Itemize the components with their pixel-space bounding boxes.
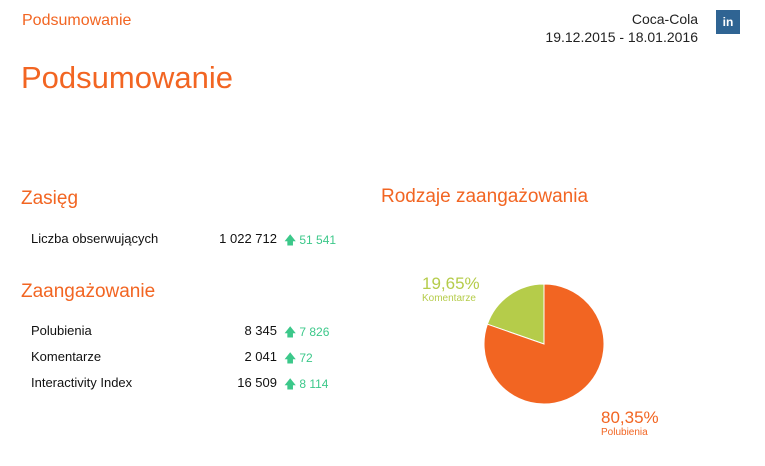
engagement-row-interactivity: Interactivity Index 16 509 🡅 8 114	[31, 375, 351, 393]
row-value: 16 509	[237, 375, 277, 390]
pie-category-label: Komentarze	[422, 293, 476, 304]
row-delta: 🡅 51 541	[284, 231, 336, 252]
delta-value: 51 541	[299, 233, 337, 247]
row-delta: 🡅 7 826	[284, 323, 329, 344]
arrow-up-icon: 🡅	[284, 325, 297, 339]
row-delta: 🡅 72	[284, 349, 313, 370]
date-range: 19.12.2015 - 18.01.2016	[545, 29, 698, 45]
row-label: Polubienia	[31, 323, 92, 338]
engagement-row-likes: Polubienia 8 345 🡅 7 826	[31, 323, 351, 341]
brand-name: Coca-Cola	[631, 11, 698, 27]
row-label: Interactivity Index	[31, 375, 133, 390]
pie-category-label: Polubienia	[601, 427, 648, 438]
linkedin-icon[interactable]: in	[716, 10, 740, 34]
row-label: Komentarze	[31, 349, 102, 364]
row-value: 1 022 712	[219, 231, 277, 246]
pie-slice-polubienia	[483, 283, 605, 405]
reach-row: Liczba obserwujących 1 022 712 🡅 51 541	[31, 231, 351, 249]
arrow-up-icon: 🡅	[284, 377, 297, 391]
row-value: 8 345	[244, 323, 277, 338]
delta-value: 7 826	[299, 325, 330, 339]
arrow-up-icon: 🡅	[284, 351, 297, 365]
delta-value: 8 114	[299, 377, 329, 391]
pie-data-label: 19,65%	[422, 274, 480, 293]
arrow-up-icon: 🡅	[284, 233, 297, 247]
row-label: Liczba obserwujących	[31, 231, 159, 246]
row-delta: 🡅 8 114	[284, 375, 328, 396]
header-small-title: Podsumowanie	[22, 12, 132, 29]
row-value: 2 041	[244, 349, 277, 364]
chart-title: Rodzaje zaangażowania	[381, 186, 589, 207]
pie-data-label: 80,35%	[601, 408, 659, 427]
engagement-row-comments: Komentarze 2 041 🡅 72	[31, 349, 351, 367]
delta-value: 72	[299, 351, 313, 365]
brand-block: Coca-Cola 19.12.2015 - 18.01.2016	[545, 10, 698, 46]
engagement-section-title: Zaangażowanie	[21, 281, 156, 302]
page-title: Podsumowanie	[21, 60, 233, 95]
reach-section-title: Zasięg	[21, 188, 79, 209]
